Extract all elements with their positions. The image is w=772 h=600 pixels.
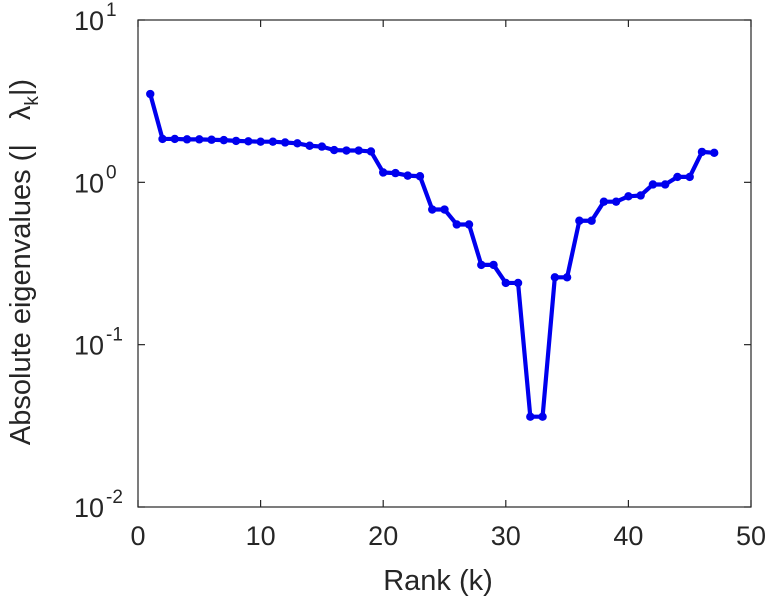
x-tick-label: 20	[368, 521, 398, 551]
data-point	[648, 180, 658, 189]
x-axis-label: Rank (k)	[383, 565, 493, 597]
y-axis-label-end: |)	[5, 79, 37, 96]
data-point	[379, 168, 388, 177]
y-tick-exponent: -1	[106, 325, 123, 346]
data-point	[317, 142, 327, 151]
x-tick-label: 10	[246, 521, 276, 551]
y-axis-label-lambda: λ	[5, 105, 37, 120]
x-tick-label: 0	[130, 521, 145, 551]
data-point	[158, 134, 167, 144]
data-point	[562, 273, 572, 282]
x-axis-ticks: 0 10 20 30 40 50	[130, 20, 766, 551]
series-layer	[146, 89, 719, 421]
y-tick-exponent: 1	[106, 0, 117, 21]
data-point	[587, 216, 596, 225]
data-point	[660, 180, 670, 189]
data-point	[599, 197, 609, 206]
data-point	[464, 220, 474, 229]
data-point	[697, 147, 707, 157]
data-point	[575, 216, 584, 225]
data-point	[526, 412, 535, 421]
data-point	[611, 197, 621, 206]
data-point	[219, 135, 229, 145]
data-point	[428, 205, 437, 214]
data-point	[182, 135, 192, 144]
y-tick-label: 10	[74, 493, 104, 523]
x-tick-label: 50	[736, 521, 766, 551]
data-point	[170, 134, 179, 144]
data-point	[280, 138, 290, 147]
data-point	[354, 146, 363, 155]
y-tick-label: 10	[74, 6, 104, 36]
plot-area	[138, 20, 751, 507]
data-point	[452, 220, 461, 229]
data-point	[268, 137, 278, 146]
y-tick-exponent: -2	[106, 487, 123, 508]
data-point	[146, 89, 155, 99]
data-point	[710, 148, 719, 158]
data-point	[685, 172, 694, 182]
data-point	[673, 172, 682, 182]
data-point	[477, 260, 486, 270]
data-point	[415, 172, 425, 181]
data-point	[256, 137, 265, 146]
data-point	[513, 278, 523, 288]
data-point	[231, 136, 241, 146]
data-point	[501, 278, 510, 288]
data-point	[329, 145, 339, 155]
data-point	[550, 273, 560, 282]
data-point	[489, 260, 498, 270]
data-point	[305, 141, 314, 150]
y-axis-label-main: Absolute eigenvalues (|	[5, 144, 37, 445]
y-tick-label: 10	[74, 331, 104, 361]
data-point	[538, 412, 547, 421]
y-tick-exponent: 0	[106, 162, 117, 183]
data-point	[293, 139, 302, 148]
data-point	[244, 137, 253, 146]
x-tick-label: 40	[613, 521, 643, 551]
data-point	[366, 147, 376, 156]
data-point	[342, 146, 351, 155]
x-tick-label: 30	[491, 521, 521, 551]
data-point	[195, 135, 204, 144]
y-axis-label: Absolute eigenvalues (| λk|)	[5, 79, 43, 445]
data-point	[403, 171, 412, 180]
y-tick-label: 10	[74, 168, 104, 198]
plot-frame	[137, 19, 752, 508]
data-point	[440, 205, 449, 214]
data-point	[391, 168, 400, 178]
data-point	[624, 192, 633, 201]
y-axis-label-subscript: k	[22, 96, 43, 106]
data-point	[636, 191, 645, 200]
data-point	[207, 135, 216, 144]
